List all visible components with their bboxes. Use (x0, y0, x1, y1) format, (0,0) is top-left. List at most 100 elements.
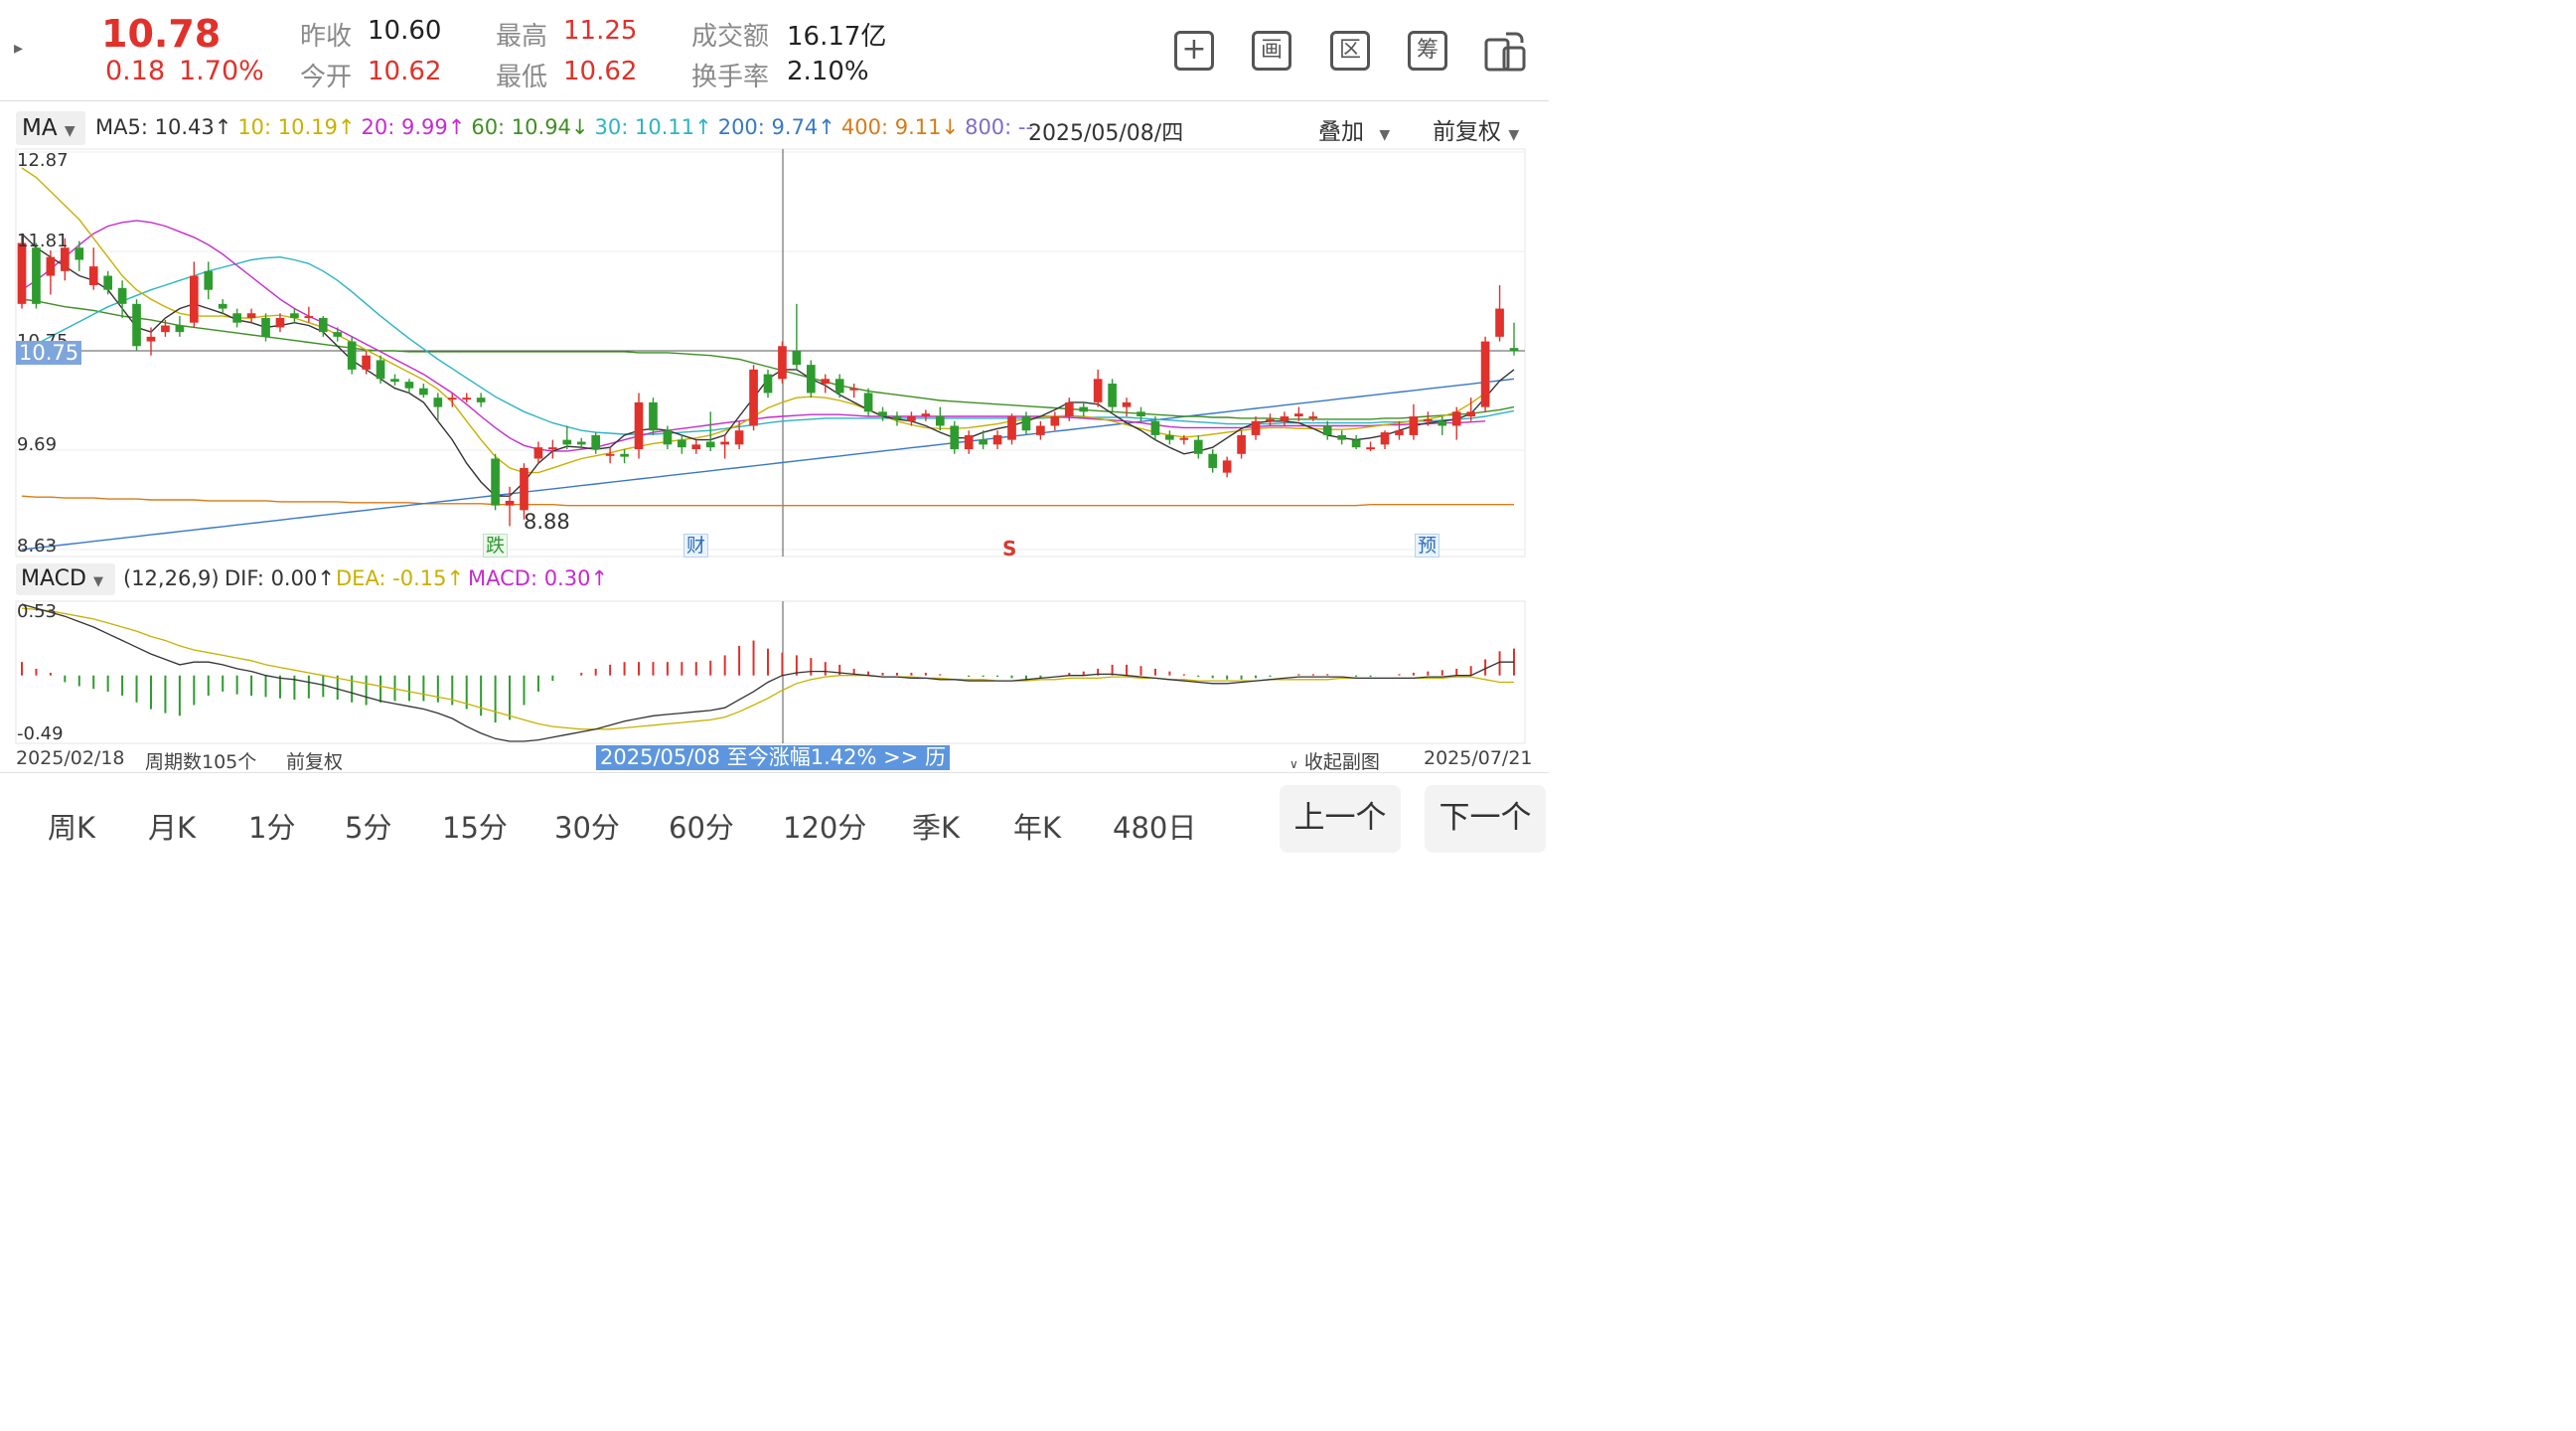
candle-body (821, 379, 831, 385)
range-change-banner[interactable]: 2025/05/08 至今涨幅1.42% >> 历 (596, 745, 950, 770)
chevron-down-icon: ▼ (92, 574, 103, 589)
candle-body (419, 388, 428, 396)
last-price: 10.78 (101, 12, 222, 56)
period-tab[interactable]: 年K (1013, 811, 1062, 845)
candle-body (878, 411, 887, 417)
period-tab[interactable]: 15分 (442, 811, 508, 845)
candle-body (132, 303, 141, 347)
candle-body (46, 256, 56, 276)
candle-body (476, 398, 486, 402)
dif-line (21, 603, 1514, 742)
plot-frame (15, 148, 1526, 557)
macd-params: (12,26,9) (123, 566, 220, 590)
ma200-line (21, 378, 1515, 551)
candle-body (548, 447, 557, 450)
candle-body (433, 398, 443, 407)
event-marker-forecast[interactable]: 预 (1415, 534, 1440, 557)
overlay-select[interactable]: 叠加 ▼ (1318, 112, 1390, 146)
candle-body (491, 458, 500, 506)
start-date: 2025/02/18 (16, 747, 125, 769)
period-tab[interactable]: 月K (148, 811, 197, 845)
canvas-icon[interactable]: 画 (1252, 31, 1291, 71)
macd-chart[interactable] (0, 596, 1549, 747)
cursor-date: 2025/05/08/四 (1028, 121, 1184, 146)
candle-body (1222, 460, 1232, 473)
adjust-label: 前复权 (1433, 119, 1501, 145)
candle-body (390, 379, 399, 383)
ma-legend-item: 20: 9.99↑ (361, 115, 466, 139)
period-tab[interactable]: 480日 (1113, 811, 1197, 845)
chip-icon[interactable]: 筹 (1408, 31, 1447, 71)
candle-body (921, 413, 931, 417)
candle-body (806, 365, 816, 394)
candle-body (204, 270, 214, 290)
candle-body (246, 313, 256, 318)
candle-body (1064, 401, 1074, 417)
candle-body (117, 287, 127, 304)
period-tab[interactable]: 季K (912, 811, 961, 845)
candle-body (362, 355, 371, 370)
macd-select-label: MACD (21, 566, 86, 591)
low-value: 10.62 (563, 57, 638, 86)
ma-select-label: MA (22, 115, 58, 141)
collapse-subchart-button[interactable]: ∨ 收起副图 (1289, 747, 1380, 774)
price-axis-bottom: 8.63 (17, 536, 58, 556)
device-switch-icon[interactable] (1484, 30, 1528, 74)
ma-legend-item: 200: 9.74↑ (717, 115, 835, 139)
macd-dif: DIF: 0.00↑ (225, 566, 335, 590)
candle-body (1179, 437, 1189, 440)
candle-body (1380, 432, 1390, 445)
next-button[interactable]: 下一个 (1425, 785, 1546, 853)
period-tab[interactable]: 5分 (345, 811, 392, 845)
overlay-label: 叠加 (1318, 119, 1364, 145)
candle-body (232, 313, 241, 323)
ma-legend-item: 10: 10.19↑ (237, 115, 356, 139)
candle-body (1438, 420, 1447, 426)
period-tab[interactable]: 30分 (554, 811, 620, 845)
candle-body (333, 332, 343, 337)
candle-body (792, 351, 802, 366)
candle-body (849, 388, 858, 391)
candle-body (1466, 411, 1476, 417)
candle-body (678, 439, 686, 448)
candle-body (1322, 425, 1332, 435)
footer-divider (0, 772, 1549, 773)
candle-body (60, 247, 70, 271)
candle-body (663, 430, 673, 445)
candle-body (863, 393, 873, 412)
event-marker-drop[interactable]: 跌 (483, 534, 509, 557)
candle-body (964, 434, 974, 450)
region-icon[interactable]: 区 (1330, 31, 1370, 71)
candle-body (1150, 420, 1160, 435)
event-marker-finance[interactable]: 财 (683, 534, 709, 557)
ma-indicator-select[interactable]: MA ▼ (16, 111, 85, 145)
prev-button[interactable]: 上一个 (1280, 785, 1401, 853)
candle-body (720, 441, 730, 445)
ma30-line (21, 255, 1515, 435)
period-tab[interactable]: 60分 (669, 811, 734, 845)
adjust-select[interactable]: 前复权 ▼ (1433, 112, 1519, 146)
kline-chart[interactable] (0, 144, 1549, 561)
candle-body (1050, 416, 1060, 426)
macd-axis-top: 0.53 (17, 601, 58, 622)
candle-body (1093, 379, 1103, 402)
period-tab[interactable]: 1分 (248, 811, 296, 845)
candle-body (304, 316, 314, 319)
plus-square-icon[interactable]: + (1174, 31, 1214, 71)
candle-body (1395, 430, 1404, 435)
candle-body (1266, 418, 1275, 421)
candle-body (290, 313, 299, 318)
candle-body (103, 275, 112, 290)
price-axis-lower: 9.69 (17, 434, 58, 455)
period-tab[interactable]: 120分 (783, 811, 867, 845)
candle-body (649, 401, 658, 431)
collapse-arrow-icon[interactable]: ▸ (14, 38, 24, 59)
candle-body (1122, 401, 1132, 407)
candle-body (634, 401, 644, 450)
event-marker-s[interactable]: S (1002, 537, 1017, 560)
macd-indicator-select[interactable]: MACD ▼ (16, 563, 115, 595)
period-tab[interactable]: 周K (48, 811, 96, 845)
chevron-down-icon: ▼ (1508, 127, 1520, 143)
low-label: 最低 (496, 63, 548, 92)
candle-body (75, 247, 84, 260)
